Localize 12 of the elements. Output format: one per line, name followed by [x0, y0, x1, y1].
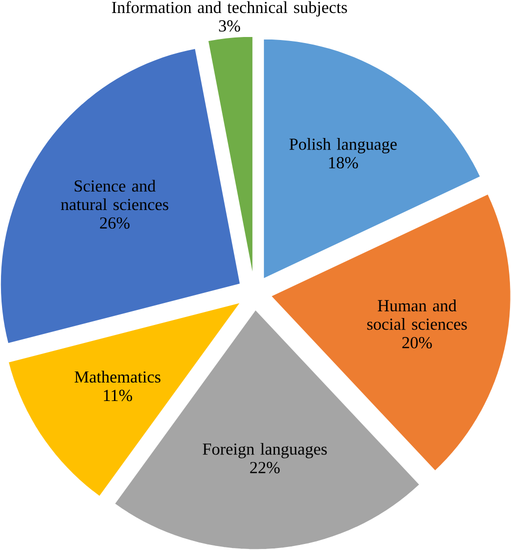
slice-label: Information and technical subjects [112, 1, 347, 17]
slice-label: Foreign languages [202, 442, 327, 458]
data-label: 11% [104, 390, 132, 402]
data-label: 3% [218, 20, 240, 32]
slice-label: Human and social sciences [367, 300, 467, 330]
data-label: 18% [329, 157, 358, 168]
slice-label: Science and natural sciences [60, 180, 168, 210]
slice-label: Polish language [289, 138, 397, 154]
data-label: 22% [250, 462, 280, 474]
slice-label: Mathematics [74, 370, 160, 383]
data-label: 20% [402, 337, 432, 348]
data-label: 26% [100, 217, 130, 229]
